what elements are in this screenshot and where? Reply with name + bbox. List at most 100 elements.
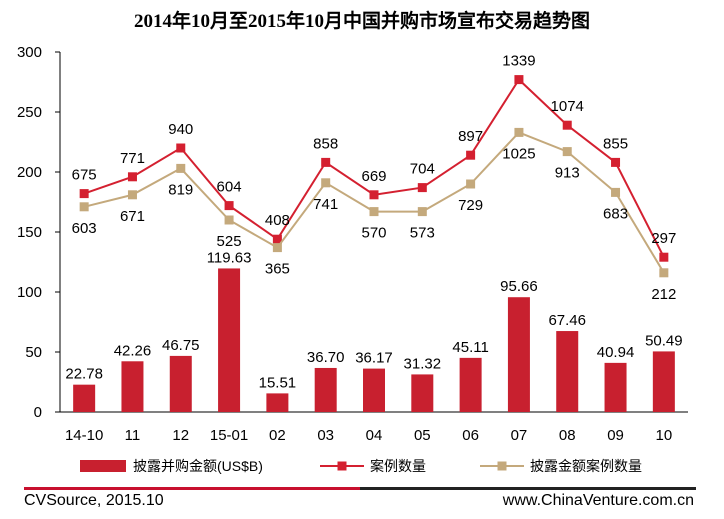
- bar-value-label: 45.11: [452, 339, 488, 356]
- y-tick-label: 300: [17, 44, 42, 61]
- x-tick-label: 10: [656, 427, 673, 444]
- bar-series: [73, 268, 675, 412]
- series-marker: [272, 243, 282, 253]
- series-marker: [562, 147, 572, 157]
- y-tick-labels: 0 50 100 150 200 250 300: [17, 44, 42, 421]
- bar-value-label: 119.63: [207, 249, 252, 266]
- series-marker: [127, 190, 137, 200]
- series-marker: [176, 163, 186, 173]
- bar: [314, 367, 337, 412]
- bar-data-labels: 22.78 42.26 46.75 119.63 15.51 36.70 36.17 31.3…: [65, 249, 682, 391]
- x-tick-label: 11: [125, 427, 141, 444]
- bar: [73, 384, 96, 412]
- line-value-label: 1339: [502, 53, 535, 70]
- line-data-labels: 675 771 940 604 408 858 669 704 897 1339 1074 855 29…: [72, 53, 677, 303]
- bar-value-label: 36.17: [355, 350, 393, 367]
- bar-value-label: 15.51: [259, 374, 297, 391]
- x-tick-label: 04: [366, 427, 383, 444]
- website-text: www.ChinaVenture.com.cn: [502, 492, 694, 509]
- x-tick-label: 02: [269, 427, 286, 444]
- line-value-label: 940: [168, 121, 193, 138]
- bar-value-label: 22.78: [65, 366, 103, 383]
- line-value-label: 704: [410, 161, 435, 178]
- series-marker: [514, 75, 524, 85]
- source-text: CVSource, 2015.10: [24, 492, 164, 509]
- series-marker: [611, 187, 621, 197]
- line-value-label: 897: [458, 128, 483, 145]
- bar-value-label: 36.70: [307, 349, 345, 366]
- bar: [266, 393, 289, 412]
- series-marker: [272, 234, 282, 244]
- x-tick-label: 08: [559, 427, 576, 444]
- line-value-label: 683: [603, 205, 628, 222]
- line-value-label: 297: [651, 230, 676, 247]
- bar-value-label: 95.66: [500, 278, 538, 295]
- line-value-label: 671: [120, 208, 145, 225]
- series-marker: [659, 252, 669, 262]
- y-tick-label: 100: [17, 284, 42, 301]
- legend: 披露并购金额(US$B) 案例数量 披露金额案例数量: [80, 458, 642, 474]
- x-tick-label: 12: [172, 427, 189, 444]
- series-marker: [562, 120, 572, 130]
- legend-label: 披露并购金额(US$B): [133, 458, 263, 474]
- chart-title: 2014年10月至2015年10月中国并购市场宣布交易趋势图: [133, 11, 590, 32]
- series-marker: [466, 179, 476, 189]
- line-series: [79, 75, 669, 278]
- legend-swatch-marker: [497, 461, 507, 471]
- x-tick-labels: 14-10 11 12 15-01 02 03 04 05 06 07 08 09 10: [65, 427, 672, 444]
- x-tick-label: 06: [462, 427, 479, 444]
- bar: [652, 351, 675, 412]
- series-marker: [611, 157, 621, 167]
- line-value-label: 573: [410, 225, 435, 242]
- series-marker: [127, 172, 137, 182]
- series-marker: [417, 207, 427, 217]
- bar: [507, 297, 530, 412]
- bar: [363, 368, 385, 412]
- bar-value-label: 67.46: [548, 312, 586, 329]
- line-value-label: 913: [555, 165, 580, 182]
- line-value-label: 570: [361, 225, 386, 242]
- bar: [121, 361, 144, 412]
- line-value-label: 669: [361, 168, 386, 185]
- y-tick-label: 150: [17, 224, 42, 241]
- x-tick-label: 09: [607, 427, 624, 444]
- series-marker: [369, 190, 379, 200]
- line-value-label: 855: [603, 135, 628, 152]
- series-marker: [417, 183, 427, 193]
- line-value-label: 604: [217, 179, 242, 196]
- series-marker: [659, 268, 669, 278]
- line-value-label: 365: [265, 261, 290, 278]
- series-marker: [321, 157, 331, 167]
- series-marker: [369, 207, 379, 217]
- line-value-label: 525: [217, 233, 242, 250]
- series-marker: [224, 215, 234, 225]
- y-tick-label: 50: [25, 344, 42, 361]
- line-value-label: 741: [313, 196, 338, 213]
- line-value-label: 729: [458, 197, 483, 214]
- series-marker: [79, 189, 89, 199]
- bar-value-label: 42.26: [114, 342, 152, 359]
- y-tick-label: 0: [34, 404, 42, 421]
- bar: [411, 374, 434, 412]
- line-value-label: 603: [72, 220, 97, 237]
- series-marker: [514, 127, 524, 137]
- bar: [169, 355, 192, 412]
- series-marker: [224, 201, 234, 211]
- x-tick-label: 05: [414, 427, 431, 444]
- x-tick-label: 07: [511, 427, 528, 444]
- bar-value-label: 46.75: [162, 337, 200, 354]
- bar-value-label: 40.94: [597, 344, 635, 361]
- y-tick-label: 250: [17, 104, 42, 121]
- bar-value-label: 31.32: [404, 355, 442, 372]
- x-tick-label: 14-10: [65, 427, 103, 444]
- line-value-label: 675: [72, 167, 97, 184]
- bar: [218, 268, 241, 412]
- bar: [604, 362, 627, 412]
- line-value-label: 858: [313, 135, 338, 152]
- footer-divider: [24, 487, 696, 490]
- line-value-label: 212: [651, 286, 676, 303]
- series-marker: [321, 178, 331, 188]
- legend-label: 案例数量: [370, 458, 426, 474]
- combo-chart: 22.78 42.26 46.75 119.63 15.51 36.70 36.17 31.3…: [17, 44, 688, 474]
- y-tick-label: 200: [17, 164, 42, 181]
